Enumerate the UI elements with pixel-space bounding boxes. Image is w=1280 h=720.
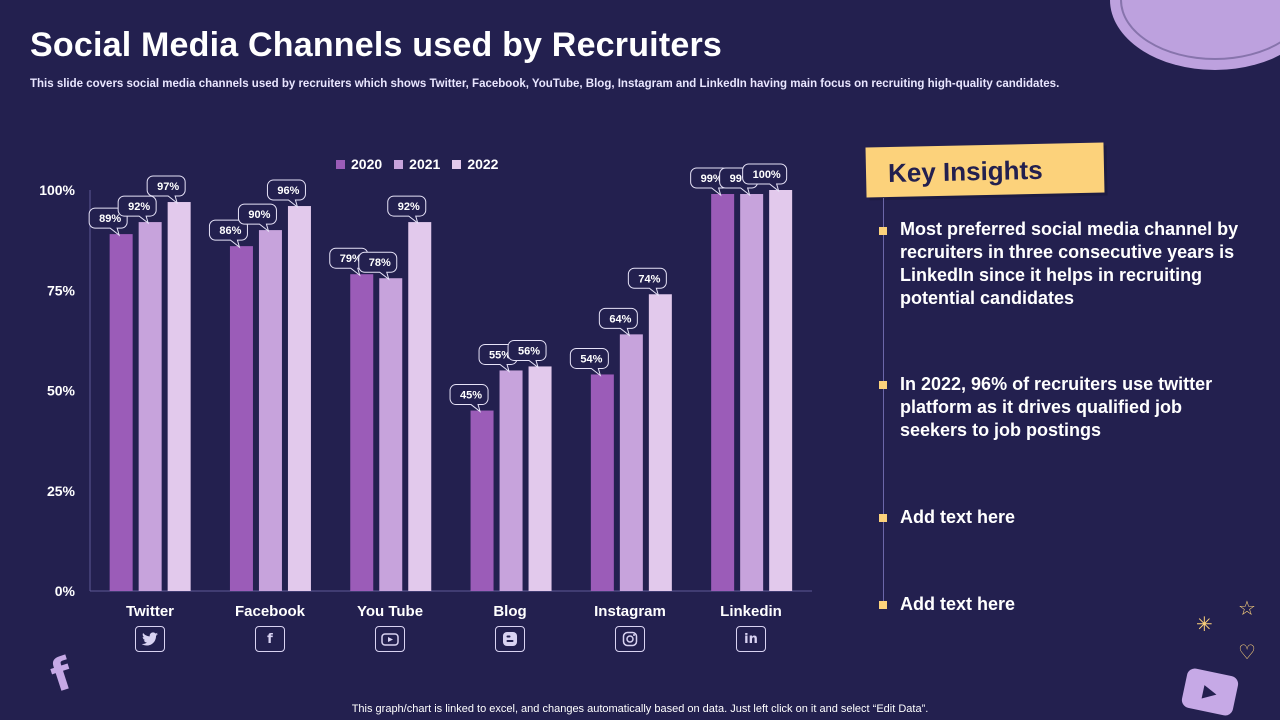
insight-text-1: Most preferred social media channel by r… [900,219,1239,308]
bar-2020-instagram [590,374,614,591]
bar-2022-twitter [167,202,191,591]
category-label-blog: Blog [493,603,527,620]
data-label-bubble [569,347,609,377]
instagram-icon [615,626,645,652]
insight-text-4: Add text here [900,594,1016,614]
bar-2022-youtube [408,222,432,591]
data-label: 55% [489,349,511,361]
legend-swatch-2021 [394,159,404,169]
bar-2021-youtube [379,278,403,591]
data-label-bubble [742,163,788,193]
data-label: 92% [128,201,150,213]
data-label: 79% [340,253,362,265]
data-label: 89% [99,213,121,225]
youtube-icon [375,626,405,652]
data-label: 74% [638,273,660,285]
data-label-bubble [146,175,186,205]
data-label: 96% [277,185,299,197]
bar-2020-facebook [229,246,253,591]
bar-2021-twitter [138,222,162,591]
insights-divider [883,198,884,608]
y-tick-label: 25% [47,483,76,499]
bar-2022-facebook [287,206,311,592]
legend-label-2020: 2020 [351,156,383,172]
bar-2021-linkedin [740,194,764,591]
y-tick-label: 75% [47,282,76,298]
insight-bullet-1 [879,227,887,235]
data-label: 56% [518,345,540,357]
category-label-twitter: Twitter [125,603,175,620]
data-label: 54% [580,353,602,365]
y-tick-label: 50% [47,383,76,399]
data-label-bubble [387,195,427,225]
bar-2021-facebook [258,230,282,591]
legend-item-2021: 2021 [394,156,440,172]
legend-label-2022: 2022 [467,156,499,172]
data-label-bubble [598,307,638,337]
key-insights-header: Key Insights [865,142,1105,198]
bar-2022-blog [528,366,552,591]
category-label-instagram: Instagram [594,603,666,620]
legend-item-2022: 2022 [452,156,498,172]
bar-2022-instagram [648,294,672,591]
bar-chart[interactable]: 0% 25% 50% 75% 100% 89% 92% 97% 86% 90% 96% 79% 78% 9… [0,0,830,700]
sparkle-icon: ✳ [1196,614,1213,636]
category-label-youtube: You Tube [356,603,424,620]
insight-text-2: In 2022, 96% of recruiters use twitter p… [900,374,1213,440]
y-tick-label: 0% [55,583,76,599]
bar-2021-blog [499,370,523,591]
data-label-bubble [237,203,277,233]
data-label: 90% [248,209,270,221]
data-label: 92% [398,201,420,213]
bar-2020-twitter [109,234,133,592]
data-label: 97% [157,181,179,193]
bar-2020-linkedin [711,194,735,591]
data-label: 45% [460,390,482,402]
data-label: 99% [701,173,723,185]
linkedin-icon: in [736,626,766,652]
legend-swatch-2022 [452,159,462,169]
insight-bullet-2 [879,381,887,389]
legend-label-2021: 2021 [409,156,441,172]
insight-bullet-4 [879,601,887,609]
data-label-bubble [627,267,667,297]
insight-text-3: Add text here [900,507,1016,527]
category-label-linkedin: Linkedin [720,603,782,620]
star-icon: ☆ [1238,598,1256,620]
data-label-bubble [358,251,398,281]
chart-legend: 2020 2021 2022 [336,156,498,172]
data-label: 100% [753,169,781,181]
bar-2022-linkedin [769,190,793,591]
data-label-bubble [117,195,157,225]
page-subtitle: This slide covers social media channels … [30,78,1060,90]
footnote: This graph/chart is linked to excel, and… [351,703,929,715]
data-label: 78% [369,257,391,269]
category-label-facebook: Facebook [234,603,306,620]
data-label-bubble [507,339,547,369]
data-label: 86% [219,225,241,237]
key-insights-title: Key Insights [887,154,1043,189]
bar-2020-youtube [350,274,374,591]
insight-bullet-3 [879,514,887,522]
bar-2020-blog [470,410,494,591]
page-title: Social Media Channels used by Recruiters [30,26,723,64]
facebook-icon: f [255,626,285,652]
data-label-bubble [266,179,306,209]
data-label-bubble [449,384,489,413]
heart-icon: ♡ [1238,642,1256,664]
data-label: 64% [609,313,631,325]
y-tick-label: 100% [39,182,75,198]
bar-2021-instagram [619,334,643,591]
legend-swatch-2020 [336,159,345,169]
blog-icon [495,626,525,652]
twitter-icon [135,626,165,652]
legend-item-2020: 2020 [336,156,382,172]
